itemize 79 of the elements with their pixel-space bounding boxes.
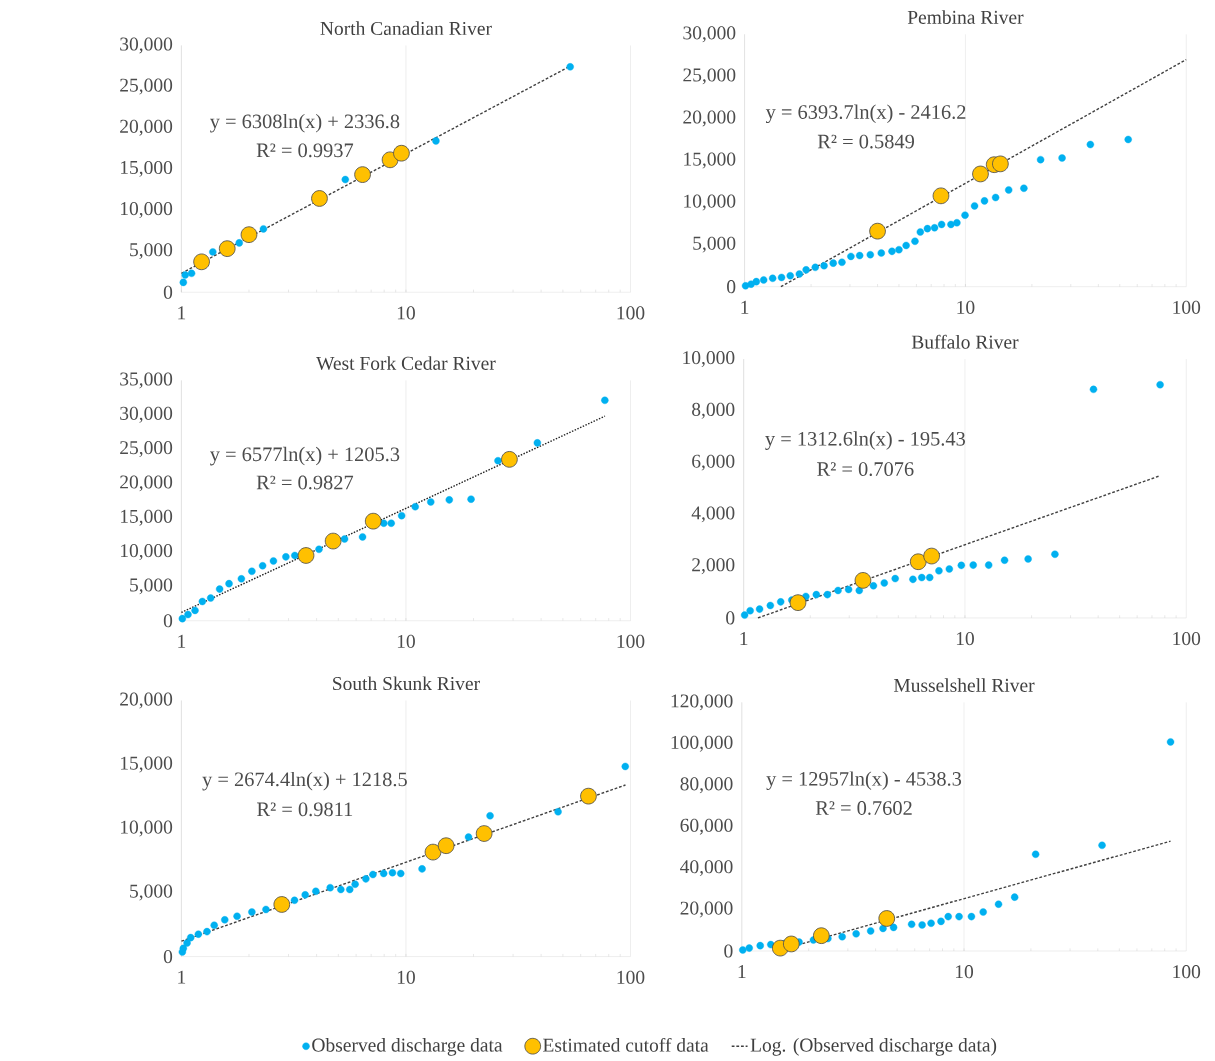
chart-title: Musselshell River	[893, 678, 1035, 693]
annotation: y = 6393.7ln(x) - 2416.2	[765, 104, 966, 124]
y-tick-label: 10,000	[684, 194, 736, 211]
annotation: R² = 0.7602	[815, 801, 912, 816]
x-tick-label: 100	[1173, 632, 1201, 646]
y-tick-label: 20,000	[120, 475, 173, 492]
annotation: R² = 0.9937	[256, 143, 354, 158]
y-tick-label: 8,000	[692, 403, 735, 420]
y-tick-label: 15,000	[121, 161, 173, 178]
y-tick-label: 0	[163, 614, 173, 628]
x-tick-label: 1	[738, 965, 746, 979]
y-tick-label: 30,000	[120, 37, 173, 54]
annotation: R² = 0.9811	[257, 802, 353, 817]
y-tick-label: 10,000	[683, 351, 735, 368]
x-tick-label: 1	[178, 635, 186, 648]
y-tick-label: 25,000	[120, 441, 173, 458]
y-tick-label: 0	[163, 950, 173, 964]
y-tick-label: 0	[727, 280, 736, 294]
legend-label: Log. (Observed discharge data)	[750, 1038, 997, 1056]
y-tick-label: 30,000	[683, 26, 736, 43]
x-tick-label: 1	[178, 306, 186, 320]
y-tick-label: 30,000	[120, 407, 173, 423]
y-tick-label: 0	[163, 285, 173, 300]
x-tick-label: 100	[617, 306, 645, 320]
y-tick-label: 25,000	[683, 68, 736, 85]
legend-label: Estimated cutoff data	[543, 1038, 709, 1053]
y-tick-label: 5,000	[130, 243, 173, 260]
chart-title: Buffalo River	[911, 335, 1019, 349]
legend-label: Observed discharge data	[312, 1038, 503, 1056]
y-tick-label: 100,000	[671, 736, 733, 753]
annotation: y = 2674.4ln(x) + 1218.5	[202, 772, 407, 791]
y-tick-label: 5,000	[130, 884, 173, 901]
x-tick-label: 10	[397, 970, 415, 985]
annotation: y = 6308ln(x) + 2336.8	[210, 114, 400, 133]
y-tick-label: 25,000	[120, 78, 173, 95]
y-tick-label: 15,000	[121, 510, 173, 526]
y-tick-label: 10,000	[121, 544, 173, 561]
y-tick-label: 0	[724, 944, 733, 958]
y-tick-label: 15,000	[121, 756, 173, 773]
annotation: R² = 0.9827	[256, 475, 354, 490]
x-tick-label: 10	[397, 635, 415, 649]
annotation: R² = 0.5849	[817, 134, 915, 149]
y-tick-label: 20,000	[680, 901, 733, 918]
x-tick-label: 1	[740, 632, 748, 646]
x-tick-label: 1	[178, 970, 186, 984]
y-tick-label: 5,000	[693, 236, 736, 253]
y-tick-label: 6,000	[692, 454, 735, 471]
annotation: y = 12957ln(x) - 4538.3	[766, 771, 962, 791]
y-tick-label: 80,000	[680, 777, 733, 794]
chart-title: South Skunk River	[333, 676, 480, 691]
x-tick-label: 10	[397, 306, 415, 320]
x-tick-label: 100	[617, 970, 645, 985]
annotation: R² = 0.7076	[817, 462, 914, 477]
x-tick-label: 1	[741, 301, 749, 314]
y-tick-label: 0	[726, 611, 735, 625]
y-tick-label: 15,000	[684, 152, 736, 169]
x-tick-label: 100	[617, 635, 645, 649]
x-tick-label: 10	[956, 965, 974, 979]
y-tick-label: 10,000	[121, 820, 173, 837]
y-tick-label: 20,000	[120, 692, 173, 709]
annotation: y = 6577ln(x) + 1205.3	[210, 447, 400, 466]
x-tick-label: 100	[1173, 301, 1201, 315]
x-tick-label: 100	[1173, 965, 1201, 979]
y-tick-label: 2,000	[692, 558, 735, 575]
chart-title: Pembina River	[907, 10, 1024, 25]
y-tick-label: 35,000	[120, 372, 173, 389]
x-tick-label: 10	[956, 632, 974, 646]
y-tick-label: 20,000	[683, 110, 736, 127]
y-tick-label: 120,000	[671, 694, 733, 711]
y-tick-label: 10,000	[121, 202, 173, 219]
x-tick-label: 10	[957, 301, 975, 315]
y-tick-label: 60,000	[680, 818, 733, 835]
annotation: y = 1312.6ln(x) - 195.43	[765, 431, 966, 451]
y-tick-label: 40,000	[680, 860, 733, 877]
y-tick-label: 5,000	[130, 578, 173, 595]
y-tick-label: 20,000	[120, 120, 173, 136]
chart-title: West Fork Cedar River	[316, 356, 496, 371]
y-tick-label: 4,000	[691, 506, 735, 523]
chart-title: North Canadian River	[320, 21, 492, 36]
